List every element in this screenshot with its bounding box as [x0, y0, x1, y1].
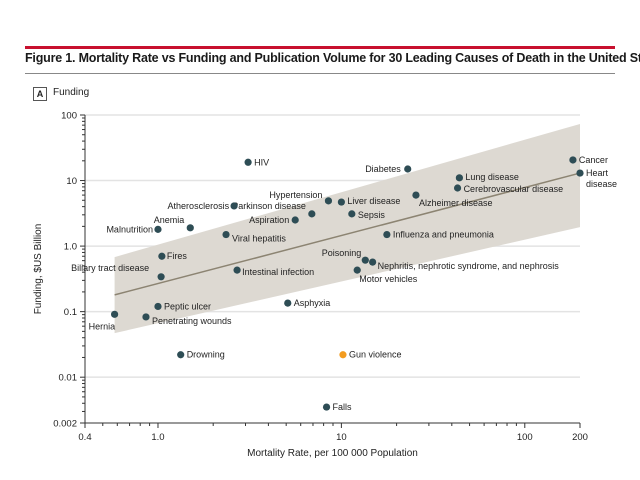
- point-label: Biliary tract disease: [71, 263, 149, 273]
- data-point: [348, 210, 356, 218]
- point-label: Hernia: [89, 321, 116, 331]
- y-axis-label: Funding, $US Billion: [33, 224, 44, 315]
- data-point: [339, 351, 347, 359]
- point-label: Viral hepatitis: [232, 234, 286, 244]
- data-point: [322, 403, 331, 411]
- point-label: Penetrating wounds: [152, 316, 232, 326]
- point-label: Asphyxia: [294, 298, 331, 308]
- x-tick-label: 200: [572, 432, 588, 443]
- data-point: [110, 310, 119, 318]
- data-point: [455, 174, 463, 182]
- point-label: Intestinal infection: [242, 267, 314, 277]
- x-tick-label: 10: [336, 432, 347, 443]
- point-label: Nephritis, nephrotic syndrome, and nephr…: [378, 261, 560, 271]
- data-point: [369, 258, 377, 266]
- x-tick-label: 100: [517, 432, 533, 443]
- regression-line: [114, 172, 581, 296]
- data-point: [383, 230, 391, 239]
- data-point: [324, 197, 333, 205]
- data-point: [576, 169, 584, 177]
- data-point: [157, 273, 165, 281]
- data-point: [177, 351, 185, 359]
- point-label: Peptic ulcer: [164, 301, 211, 311]
- point-label: Drowning: [187, 350, 225, 360]
- point-label: Motor vehicles: [359, 274, 418, 284]
- y-tick-label: 0.002: [53, 419, 77, 430]
- point-label: Atherosclerosis: [168, 201, 230, 211]
- data-point: [353, 266, 361, 274]
- figure-title: Figure 1. Mortality Rate vs Funding and …: [25, 51, 640, 65]
- point-label: Aspiration: [249, 215, 289, 225]
- x-tick-label: 0.4: [78, 432, 91, 443]
- point-label: Falls: [333, 402, 353, 412]
- y-tick-label: 1.0: [64, 242, 77, 253]
- panel-title: Funding: [53, 87, 90, 98]
- data-point: [337, 198, 345, 206]
- y-tick-label: 100: [61, 111, 77, 122]
- data-point: [284, 299, 292, 307]
- data-point: [244, 158, 252, 166]
- data-point: [453, 184, 462, 192]
- point-label: Cancer: [579, 155, 608, 165]
- point-label: Malnutrition: [106, 224, 153, 234]
- data-point: [308, 210, 316, 218]
- data-point: [291, 216, 299, 224]
- point-label: Diabetes: [365, 164, 401, 174]
- point-label: Sepsis: [358, 210, 386, 220]
- title-accent-rule: [25, 46, 615, 49]
- data-point: [230, 202, 238, 210]
- data-point: [142, 313, 150, 321]
- data-point: [154, 225, 162, 233]
- point-label: Lung disease: [465, 172, 519, 182]
- y-tick-label: 0.1: [64, 307, 77, 318]
- point-label: Liver disease: [347, 196, 400, 206]
- x-tick-label: 1.0: [151, 432, 164, 443]
- data-point: [158, 252, 166, 260]
- data-point: [154, 302, 162, 311]
- y-tick-label: 10: [66, 176, 77, 187]
- data-point: [233, 266, 241, 274]
- point-label: Poisoning: [322, 248, 362, 258]
- point-label: Gun violence: [349, 350, 402, 360]
- point-label: Influenza and pneumonia: [393, 230, 494, 240]
- point-label: Alzheimer disease: [419, 198, 493, 208]
- panel-letter: A: [33, 87, 47, 101]
- point-label: Cerebrovascular disease: [464, 184, 564, 194]
- data-point: [404, 165, 412, 173]
- title-divider: [25, 73, 615, 74]
- data-point: [412, 191, 420, 199]
- x-axis-label: Mortality Rate, per 100 000 Population: [247, 448, 418, 459]
- point-label: Parkinson disease: [232, 201, 306, 211]
- point-label: Anemia: [154, 215, 185, 225]
- point-label: Hypertension: [269, 190, 322, 200]
- point-label: Fires: [167, 251, 187, 261]
- data-point: [222, 230, 230, 239]
- data-point: [186, 224, 194, 232]
- data-point: [361, 256, 369, 264]
- data-point: [569, 156, 577, 164]
- confidence-band: [114, 123, 580, 334]
- point-label: Heart disease: [586, 168, 617, 189]
- point-label: HIV: [254, 157, 269, 167]
- y-tick-label: 0.01: [59, 373, 78, 384]
